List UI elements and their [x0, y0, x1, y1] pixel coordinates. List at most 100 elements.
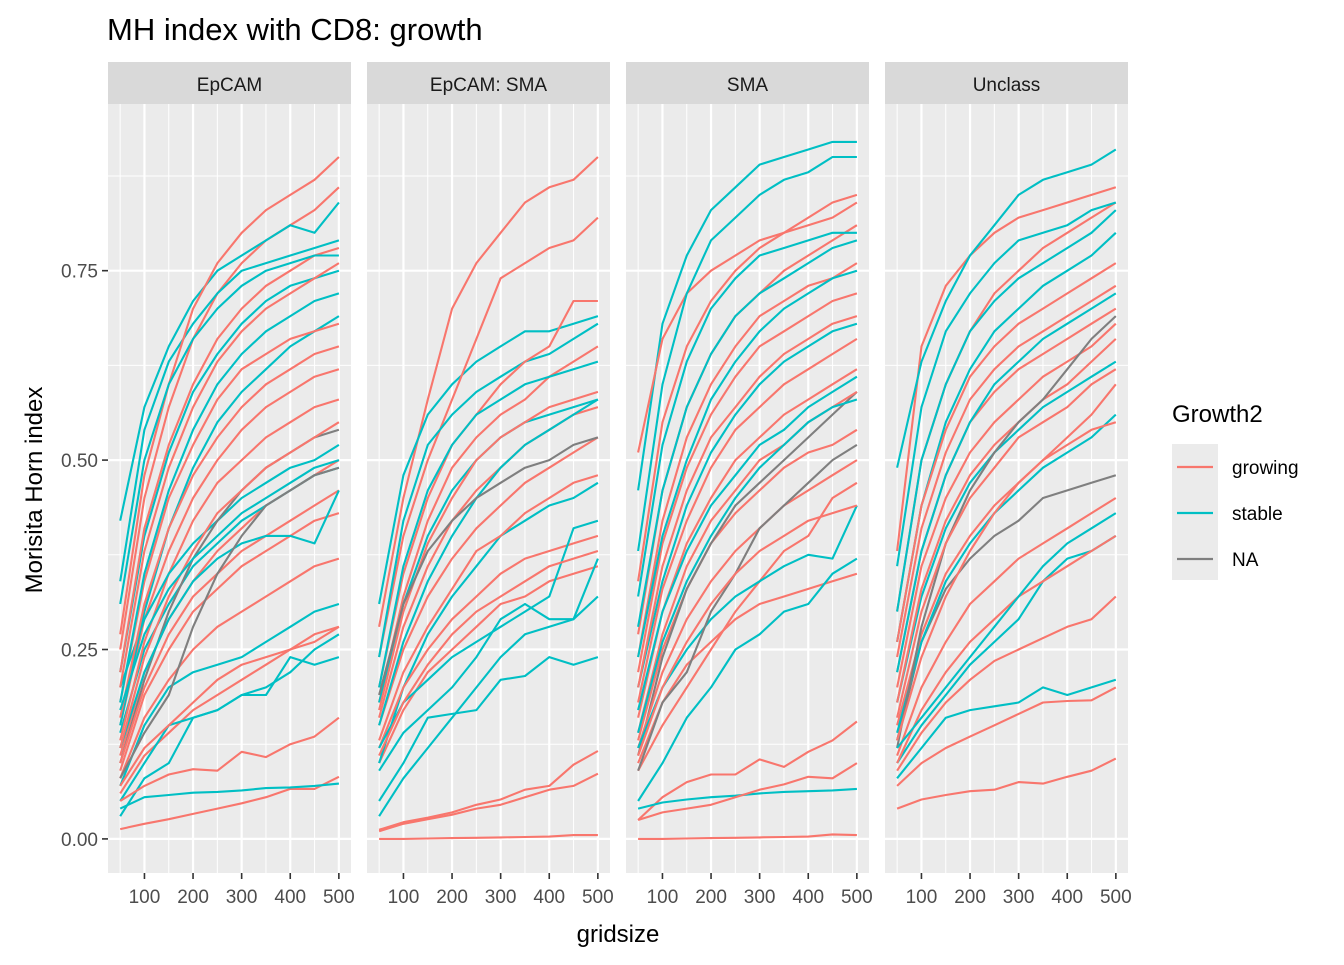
- x-tick-label: 200: [177, 887, 209, 908]
- x-tick-label: 500: [1100, 887, 1132, 908]
- series-line-growing-27: [638, 833, 857, 840]
- legend-entry-na: NA: [1177, 550, 1259, 571]
- series-line-growing-20: [896, 497, 1117, 756]
- series-line-growing-10: [896, 186, 1117, 552]
- facet-strip: [626, 62, 869, 104]
- series-line-growing-21: [378, 750, 599, 831]
- series-line-stable-3: [119, 269, 340, 673]
- series-line-growing-17: [119, 262, 340, 688]
- series-line-growing-20: [119, 368, 340, 726]
- x-tick-label: 300: [485, 887, 517, 908]
- series-line-growing-23: [896, 686, 1117, 787]
- series-line-growing-22: [119, 421, 340, 749]
- series-line-stable-6: [119, 444, 340, 688]
- series-line-growing-24: [119, 489, 340, 764]
- series-line-stable-0: [637, 140, 857, 491]
- legend-title: Growth2: [1172, 401, 1263, 428]
- series-line-stable-7: [637, 398, 858, 734]
- panel-background: [367, 104, 610, 873]
- series-line-stable-4: [119, 292, 340, 703]
- series-line-na-28: [637, 391, 858, 756]
- series-line-stable-4: [637, 269, 858, 658]
- series-line-stable-1: [378, 322, 599, 658]
- series-line-stable-11: [119, 656, 340, 802]
- series-line-stable-9: [637, 505, 858, 749]
- y-tick-label: 0.50: [61, 451, 98, 472]
- series-line-growing-16: [896, 338, 1117, 703]
- series-line-na-25: [896, 474, 1117, 741]
- x-tick-label: 400: [792, 887, 824, 908]
- series-line-na-29: [637, 444, 858, 772]
- series-line-stable-8: [378, 656, 599, 802]
- x-tick-label: 500: [841, 887, 873, 908]
- series-line-growing-21: [119, 398, 340, 741]
- x-tick-label: 200: [954, 887, 986, 908]
- y-axis-title: Morisita Horn index: [21, 387, 48, 594]
- series-line-growing-14: [637, 262, 858, 658]
- facet-strip: [885, 62, 1128, 104]
- series-line-growing-23: [379, 834, 598, 840]
- series-line-stable-5: [896, 360, 1117, 703]
- series-line-growing-18: [896, 383, 1117, 726]
- series-line-growing-13: [378, 345, 599, 703]
- series-line-growing-19: [119, 345, 340, 718]
- series-line-stable-6: [637, 375, 858, 711]
- facet-strip: [108, 62, 351, 104]
- series-line-growing-12: [896, 262, 1117, 643]
- x-tick-label: 100: [388, 887, 420, 908]
- series-line-growing-25: [119, 512, 340, 772]
- facet-panel-unclass: Unclass 100 200 300 400 500: [885, 62, 1132, 908]
- x-tick-label: 100: [906, 887, 938, 908]
- series-line-growing-17: [896, 368, 1117, 718]
- series-line-growing-19: [378, 549, 599, 757]
- x-tick-label: 300: [226, 887, 258, 908]
- series-line-stable-2: [896, 209, 1117, 612]
- series-line-stable-10: [637, 787, 857, 810]
- series-line-growing-22: [896, 595, 1117, 772]
- series-line-growing-26: [637, 762, 858, 822]
- series-line-stable-5: [637, 322, 858, 688]
- series-line-stable-9: [896, 678, 1117, 779]
- x-tick-label: 500: [582, 887, 614, 908]
- x-tick-label: 100: [129, 887, 161, 908]
- series-line-growing-17: [637, 338, 858, 703]
- series-line-growing-21: [896, 535, 1117, 764]
- series-line-stable-1: [896, 201, 1117, 567]
- series-line-stable-2: [119, 254, 339, 605]
- x-tick-label: 500: [323, 887, 355, 908]
- series-line-stable-7: [378, 595, 599, 772]
- series-line-na-24: [378, 436, 599, 696]
- series-line-growing-11: [637, 193, 858, 453]
- series-line-growing-20: [637, 428, 858, 741]
- x-tick-label: 400: [1051, 887, 1083, 908]
- series-line-growing-14: [119, 156, 340, 635]
- legend-label-na: NA: [1232, 550, 1259, 571]
- series-line-stable-10: [119, 602, 340, 787]
- series-line-growing-22: [378, 772, 599, 833]
- chart-title: MH index with CD8: growth: [107, 12, 483, 47]
- legend: Growth2 growing stable NA: [1172, 401, 1299, 580]
- x-tick-label: 400: [274, 887, 306, 908]
- series-line-growing-30: [119, 775, 340, 831]
- series-line-growing-12: [637, 201, 858, 582]
- facet-panel-sma: SMA 100 200 300 400 500: [626, 62, 873, 908]
- x-tick-label: 200: [436, 887, 468, 908]
- series-line-growing-16: [637, 315, 858, 688]
- legend-label-growing: growing: [1232, 458, 1299, 479]
- series-line-growing-16: [378, 436, 599, 726]
- series-line-stable-1: [637, 155, 857, 552]
- series-line-growing-26: [119, 557, 340, 779]
- series-line-growing-22: [637, 504, 858, 756]
- series-line-growing-23: [637, 572, 858, 764]
- facet-panel-epcam-sma: EpCAM: SMA 100 200 300 400 500: [367, 62, 614, 908]
- series-line-stable-0: [378, 315, 599, 605]
- series-line-growing-29: [119, 716, 340, 802]
- series-line-na-26: [896, 315, 1117, 749]
- series-line-stable-3: [896, 232, 1117, 643]
- series-line-stable-2: [378, 360, 599, 688]
- series-line-growing-25: [637, 720, 858, 821]
- facet-strip-label: EpCAM: [197, 75, 262, 96]
